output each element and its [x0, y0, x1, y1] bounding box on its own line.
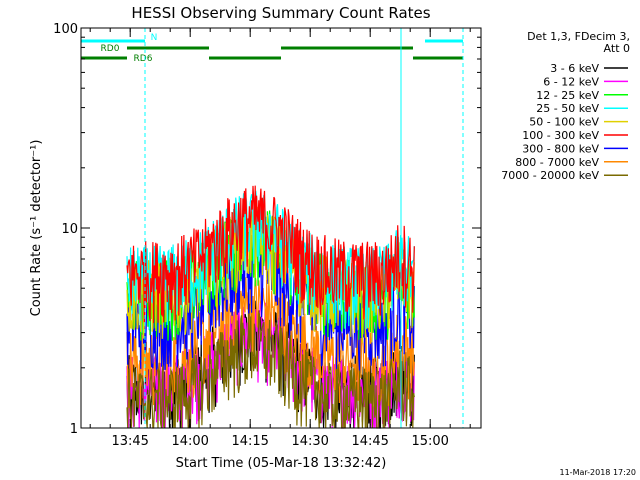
y-tick-label: 1 — [70, 422, 78, 437]
annotation-label: N — [151, 33, 158, 43]
series-line — [126, 276, 415, 409]
legend-entry-label: 50 - 100 keV — [529, 116, 599, 129]
legend-entry-label: 25 - 50 keV — [536, 102, 599, 115]
legend-entry-label: 3 - 6 keV — [550, 62, 599, 75]
y-axis-label: Count Rate (s⁻¹ detector⁻¹) — [29, 140, 44, 317]
annotation-layer: N RD0 RD6 — [81, 28, 464, 428]
legend-entry-label: 6 - 12 keV — [543, 75, 599, 88]
y-tick-label: 10 — [61, 222, 78, 237]
series-layer — [126, 185, 415, 429]
y-axis: 1 10 100 — [53, 22, 481, 437]
x-tick-label: 13:45 — [111, 434, 148, 449]
legend-entry-label: 100 - 300 keV — [522, 129, 599, 142]
legend-header-line-1: Det 1,3, FDecim 3, — [527, 30, 630, 43]
x-tick-label: 14:00 — [171, 434, 208, 449]
y-tick-label: 100 — [53, 22, 78, 37]
legend-entry-label: 800 - 7000 keV — [515, 156, 599, 169]
chart-title: HESSI Observing Summary Count Rates — [131, 4, 430, 22]
x-axis: 13:45 14:00 14:15 14:30 14:45 15:00 — [89, 28, 471, 449]
annotation-label: RD0 — [101, 44, 120, 54]
legend-entry-label: 12 - 25 keV — [536, 89, 599, 102]
annotation-label: RD6 — [134, 54, 153, 64]
series-line — [126, 185, 415, 324]
x-tick-label: 14:30 — [291, 434, 328, 449]
legend-entry-label: 7000 - 20000 keV — [501, 169, 599, 182]
legend-entry-label: 300 - 800 keV — [522, 142, 599, 155]
legend-header-line-2: Att 0 — [604, 42, 630, 55]
x-axis-label: Start Time (05-Mar-18 13:32:42) — [176, 456, 387, 471]
footer-timestamp: 11-Mar-2018 17:20 — [560, 468, 637, 477]
x-tick-label: 14:45 — [351, 434, 388, 449]
x-tick-label: 15:00 — [411, 434, 448, 449]
series-line — [126, 311, 415, 429]
x-tick-label: 14:15 — [231, 434, 268, 449]
